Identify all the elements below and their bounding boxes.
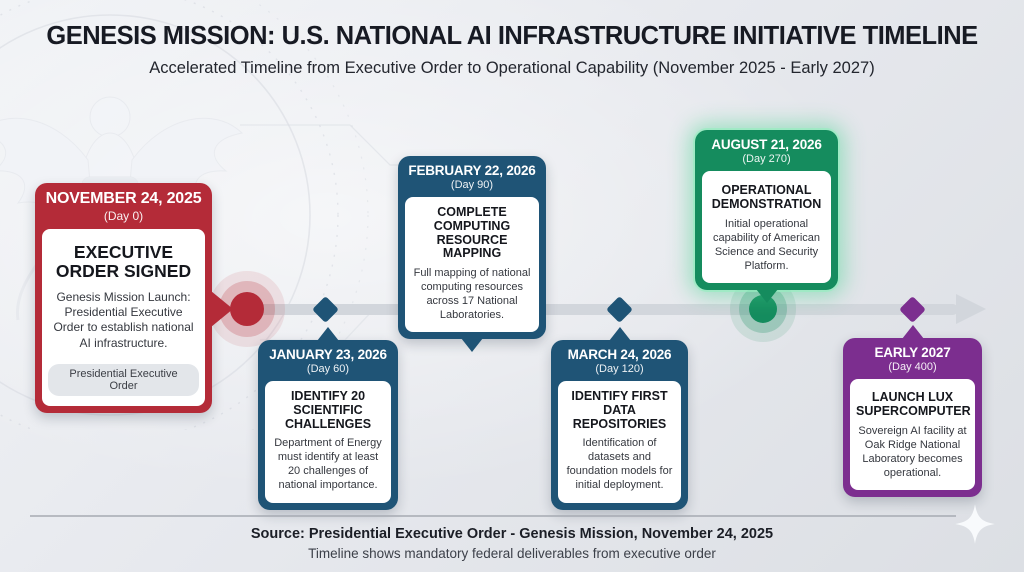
timeline-arrow-icon <box>956 294 986 324</box>
footer-divider <box>30 515 956 517</box>
milestone-card-data-repositories: MARCH 24, 2026 (Day 120) IDENTIFY FIRST … <box>551 327 688 510</box>
page-title: GENESIS MISSION: U.S. NATIONAL AI INFRAS… <box>46 22 978 50</box>
timeline-bar <box>230 304 958 315</box>
card-description: Genesis Mission Launch: Presidential Exe… <box>53 289 194 350</box>
card-header: NOVEMBER 24, 2025 (Day 0) <box>42 183 205 229</box>
milestone-card-operational-demonstration: AUGUST 21, 2026 (Day 270) OPERATIONAL DE… <box>695 130 838 303</box>
card-description: Identification of datasets and foundatio… <box>566 437 673 492</box>
card-title: IDENTIFY FIRST DATA REPOSITORIES <box>571 389 668 431</box>
timeline-marker-day0 <box>230 292 264 326</box>
card-description: Sovereign AI facility at Oak Ridge Natio… <box>858 424 967 479</box>
sparkle-icon <box>955 504 995 544</box>
status-badge: Presidential Executive Order <box>48 363 199 396</box>
card-title: EXECUTIVE ORDER SIGNED <box>55 242 192 282</box>
card-day: (Day 270) <box>742 153 791 165</box>
card-description: Initial operational capability of Americ… <box>713 217 820 272</box>
milestone-card-scientific-challenges: JANUARY 23, 2026 (Day 60) IDENTIFY 20 SC… <box>258 327 398 510</box>
card-title: OPERATIONAL DEMONSTRATION <box>711 183 822 211</box>
milestone-card-lux-supercomputer: EARLY 2027 (Day 400) LAUNCH LUX SUPERCOM… <box>843 325 982 497</box>
card-body: IDENTIFY FIRST DATA REPOSITORIES Identif… <box>558 381 681 503</box>
card-pointer-icon <box>317 327 339 341</box>
card-body: OPERATIONAL DEMONSTRATION Initial operat… <box>702 171 831 283</box>
timeline-marker-day120 <box>606 296 633 323</box>
footer-source: Source: Presidential Executive Order - G… <box>250 526 774 542</box>
card-date: EARLY 2027 <box>874 345 951 360</box>
card-day: (Day 120) <box>595 363 644 375</box>
card-date: JANUARY 23, 2026 <box>269 347 387 362</box>
card-date: MARCH 24, 2026 <box>567 347 672 362</box>
card-pointer-icon <box>755 288 778 303</box>
card-header: MARCH 24, 2026 (Day 120) <box>558 340 681 381</box>
milestone-card-resource-mapping: FEBRUARY 22, 2026 (Day 90) COMPLETE COMP… <box>398 156 546 353</box>
card-date: NOVEMBER 24, 2025 <box>45 190 202 207</box>
card-day: (Day 400) <box>888 361 937 373</box>
card-body: EXECUTIVE ORDER SIGNED Genesis Mission L… <box>42 229 205 406</box>
card-date: FEBRUARY 22, 2026 <box>408 163 536 178</box>
card-title: COMPLETE COMPUTING RESOURCE MAPPING <box>433 205 511 261</box>
card-header: EARLY 2027 (Day 400) <box>850 338 975 379</box>
card-pointer-icon <box>211 291 233 327</box>
timeline-marker-day60 <box>312 296 339 323</box>
card-pointer-icon <box>901 325 924 339</box>
card-day: (Day 0) <box>103 209 144 223</box>
card-title: LAUNCH LUX SUPERCOMPUTER <box>856 390 971 418</box>
card-header: JANUARY 23, 2026 (Day 60) <box>265 340 391 381</box>
card-title: IDENTIFY 20 SCIENTIFIC CHALLENGES <box>284 389 372 431</box>
card-pointer-icon <box>461 338 483 353</box>
card-body: IDENTIFY 20 SCIENTIFIC CHALLENGES Depart… <box>265 381 391 503</box>
card-header: FEBRUARY 22, 2026 (Day 90) <box>405 156 539 197</box>
card-day: (Day 90) <box>450 179 494 191</box>
card-body: LAUNCH LUX SUPERCOMPUTER Sovereign AI fa… <box>850 379 975 490</box>
footer-note: Timeline shows mandatory federal deliver… <box>308 546 716 561</box>
card-header: AUGUST 21, 2026 (Day 270) <box>702 130 831 171</box>
card-description: Department of Energy must identify at le… <box>274 437 382 492</box>
card-pointer-icon <box>608 327 631 341</box>
milestone-card-executive-order: NOVEMBER 24, 2025 (Day 0) EXECUTIVE ORDE… <box>35 183 233 413</box>
card-day: (Day 60) <box>306 363 350 375</box>
card-date: AUGUST 21, 2026 <box>711 137 822 152</box>
timeline-marker-day400 <box>899 296 926 323</box>
card-body: COMPLETE COMPUTING RESOURCE MAPPING Full… <box>405 197 539 333</box>
page-subtitle: Accelerated Timeline from Executive Orde… <box>149 59 875 77</box>
card-description: Full mapping of national computing resou… <box>413 267 531 322</box>
